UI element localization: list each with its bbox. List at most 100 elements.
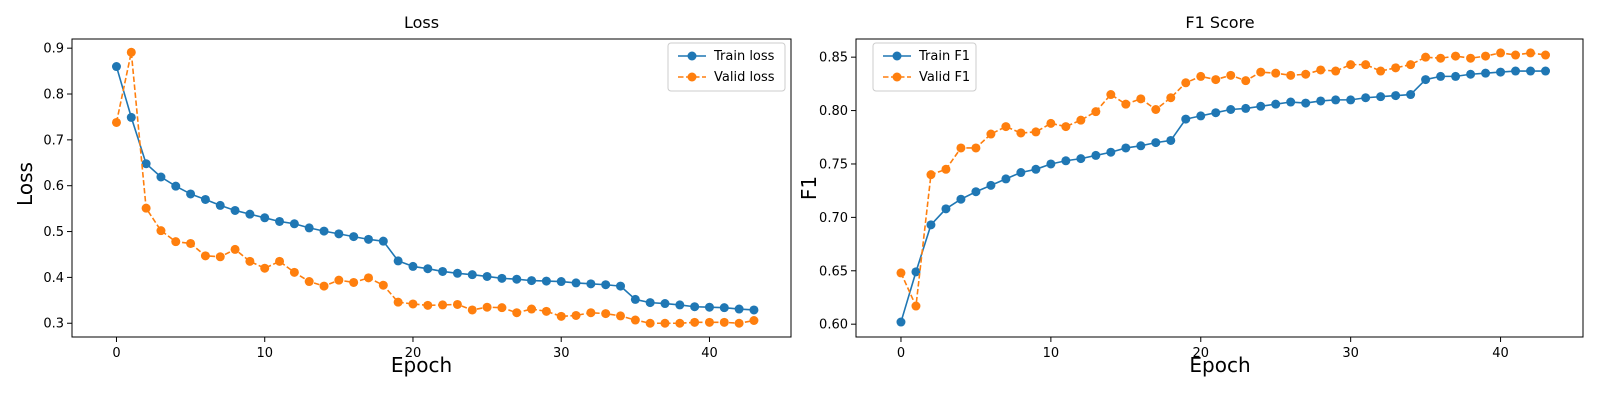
data-point-valid-loss [289,267,299,277]
data-point-train-loss [601,280,611,290]
x-tick-label: 40 [701,346,718,361]
data-point-train-loss [630,294,640,304]
data-point-valid-loss [734,318,744,328]
data-point-valid-f1 [986,129,996,139]
data-point-train-loss [616,281,626,291]
x-tick-label: 20 [1192,346,1209,361]
data-point-train-f1 [1421,75,1431,85]
x-tick-label: 10 [256,346,273,361]
chart-legend: Train F1 Valid F1 [872,42,977,92]
data-point-valid-loss [719,317,729,327]
data-point-valid-f1 [1001,122,1011,132]
data-point-valid-f1 [1301,69,1311,79]
data-point-train-loss [660,299,670,309]
data-point-train-f1 [926,220,936,230]
data-point-train-f1 [986,180,996,190]
data-point-train-f1 [1526,66,1536,76]
data-point-valid-loss [660,318,670,328]
data-point-train-loss [393,256,403,266]
data-point-train-loss [452,268,462,278]
data-point-valid-loss [630,315,640,325]
data-point-train-f1 [1151,138,1161,148]
data-point-train-loss [245,209,255,219]
legend-label-train-f1: Train F1 [918,49,970,64]
data-point-train-f1 [1001,174,1011,184]
data-point-valid-f1 [1406,60,1416,70]
data-point-train-loss [289,219,299,229]
chart-legend: Train loss Valid loss [667,42,786,92]
data-point-train-loss [408,261,418,271]
data-point-valid-f1 [1316,65,1326,75]
tick-layer: 0 10 20 30 40 0.3 0.4 0.5 0.6 0.7 0.8 0.9 [43,42,717,361]
y-tick-label: 0.60 [819,318,848,333]
data-point-valid-f1 [1466,53,1476,63]
data-point-valid-f1 [896,268,906,278]
data-point-valid-loss [601,309,611,319]
data-point-valid-f1 [1361,60,1371,70]
data-point-valid-loss [482,302,492,312]
data-point-train-f1 [1361,93,1371,103]
data-point-valid-f1 [1091,107,1101,117]
data-point-train-f1 [1136,141,1146,151]
data-point-valid-loss [200,251,210,261]
data-point-valid-f1 [1286,70,1296,80]
data-point-train-loss [497,273,507,283]
data-point-train-f1 [1016,168,1026,178]
data-point-valid-loss [690,317,700,327]
data-point-train-loss [349,232,359,242]
data-point-train-loss [586,279,596,289]
data-point-train-f1 [1121,143,1131,153]
legend-marker-train-f1 [892,51,902,61]
loss-chart: Loss Epoch Loss 0 10 20 30 40 0.3 0.4 0.5 0.6 0.7… [13,13,792,377]
data-point-train-loss [111,62,121,72]
data-point-train-loss [378,236,388,246]
data-point-valid-loss [171,237,181,247]
f1-chart: F1 Score Epoch F1 0 10 20 30 400.600.650.700… [797,13,1584,377]
data-point-valid-f1 [1211,75,1221,85]
data-point-valid-loss [334,275,344,285]
data-point-train-f1 [1106,147,1116,157]
data-point-valid-f1 [956,143,966,153]
data-point-valid-loss [319,281,329,291]
data-point-train-loss [512,274,522,284]
data-point-train-f1 [1376,92,1386,102]
data-point-train-f1 [1166,135,1176,145]
data-point-valid-loss [749,315,759,325]
data-point-train-f1 [896,317,906,327]
data-point-train-f1 [1301,98,1311,108]
data-point-valid-loss [363,273,373,283]
x-tick-label: 30 [553,346,570,361]
data-point-valid-loss [275,256,285,266]
data-point-valid-loss [393,297,403,307]
data-point-valid-f1 [1376,66,1386,76]
data-point-valid-f1 [1421,52,1431,62]
y-tick-label: 0.65 [819,264,848,279]
data-point-train-f1 [1406,90,1416,100]
data-point-train-loss [334,229,344,239]
data-point-valid-f1 [1226,70,1236,80]
y-tick-label: 0.8 [43,88,64,103]
data-point-train-f1 [1541,66,1551,76]
data-point-valid-loss [304,277,314,287]
data-point-train-loss [186,189,196,199]
data-point-valid-loss [126,47,136,57]
y-tick-label: 0.80 [819,104,848,119]
data-point-train-loss [467,270,477,280]
data-point-valid-f1 [1256,67,1266,77]
data-point-valid-f1 [1541,50,1551,60]
data-point-train-f1 [941,204,951,214]
data-point-train-f1 [911,267,921,277]
data-point-train-f1 [1316,96,1326,106]
chart-title: Loss [404,13,439,32]
data-point-train-loss [319,226,329,236]
y-tick-label: 0.6 [43,179,64,194]
data-point-valid-f1 [1241,76,1251,86]
data-point-valid-loss [408,299,418,309]
data-point-train-loss [734,304,744,314]
x-tick-label: 40 [1492,346,1509,361]
data-point-train-f1 [1196,111,1206,121]
data-point-valid-loss [438,300,448,310]
data-point-valid-f1 [1121,99,1131,109]
y-tick-label: 0.9 [43,42,64,57]
